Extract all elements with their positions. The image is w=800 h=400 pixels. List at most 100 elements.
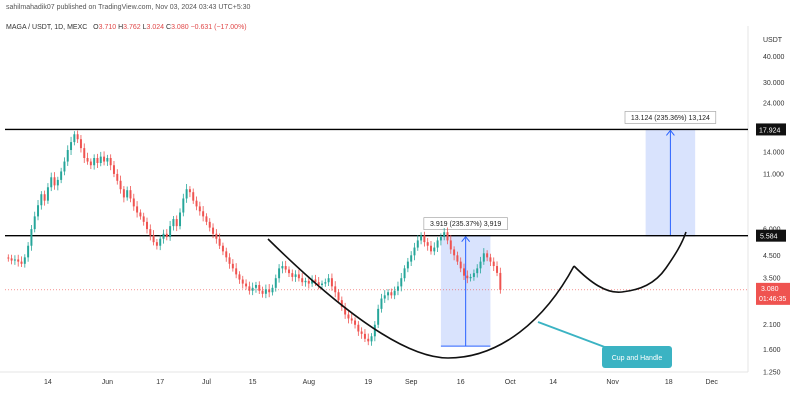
candle-body — [152, 235, 155, 243]
high-label: H — [118, 24, 124, 31]
low-label: L — [142, 24, 147, 31]
publisher-header: sahilmahadik07 published on TradingView.… — [6, 4, 251, 11]
candle-body — [288, 269, 290, 274]
x-tick-label: 16 — [457, 379, 465, 386]
candle-body — [314, 279, 317, 283]
candle-body — [400, 278, 403, 287]
candle-body — [179, 212, 182, 227]
candle-body — [324, 282, 327, 284]
candle-body — [304, 280, 307, 283]
candle-body — [472, 273, 475, 277]
candle-body — [109, 157, 112, 166]
candle-body — [30, 229, 33, 246]
y-tick-label: 11.000 — [763, 171, 784, 178]
candle-body — [241, 279, 244, 284]
candle-body — [215, 233, 218, 239]
candle-body — [363, 333, 366, 339]
candle-body — [116, 173, 119, 181]
candle-body — [416, 240, 419, 248]
candle-body — [86, 157, 89, 162]
candle-body — [79, 139, 82, 149]
candle-body — [169, 226, 172, 238]
y-tick-label: 3.500 — [763, 276, 781, 283]
y-tick-label: 40.000 — [763, 54, 785, 61]
candle-body — [172, 219, 175, 227]
candle-body — [496, 266, 499, 273]
x-tick-label: Oct — [505, 379, 516, 386]
candle-body — [327, 278, 330, 283]
resistance-price-tag — [756, 229, 786, 242]
candle-body — [106, 157, 109, 162]
measure-arrow-head — [666, 129, 675, 136]
candle-body — [420, 235, 423, 241]
candle-body — [264, 289, 267, 294]
candle-body — [126, 190, 129, 198]
x-tick-label: Jul — [202, 379, 211, 386]
candle-body — [383, 295, 386, 299]
candle-body — [53, 177, 56, 186]
x-tick-label: Aug — [303, 379, 316, 386]
candle-body — [159, 238, 162, 246]
y-tick-label: 1.250 — [763, 370, 781, 377]
candle-body — [354, 320, 357, 325]
candle-body — [486, 253, 489, 258]
candle-body — [195, 200, 198, 207]
candle-body — [433, 247, 436, 252]
candle-body — [192, 192, 195, 201]
x-tick-label: 14 — [549, 379, 557, 386]
candle-body — [139, 212, 142, 217]
candle-body — [403, 268, 406, 279]
callout-label: Cup and Handle — [612, 355, 663, 362]
candle-body — [231, 263, 234, 269]
x-tick-label: Sep — [405, 379, 418, 386]
candle-body — [132, 198, 135, 207]
candle-body — [37, 205, 40, 217]
x-tick-label: Nov — [606, 379, 619, 386]
candle-body — [33, 216, 36, 230]
open-value: 3.710 — [98, 24, 117, 31]
candle-body — [334, 286, 337, 293]
candle-body — [390, 292, 393, 296]
candle-body — [406, 261, 409, 269]
candle-body — [99, 156, 102, 164]
candle-body — [367, 338, 370, 342]
candle-body — [185, 189, 188, 199]
handle-curve — [573, 231, 687, 293]
candle-body — [254, 284, 257, 288]
candle-body — [380, 298, 383, 309]
candle-body — [56, 179, 59, 186]
candle-body — [426, 242, 429, 246]
candle-body — [321, 283, 324, 285]
candle-body — [218, 238, 221, 246]
candle-body — [122, 189, 125, 198]
candle-body — [228, 257, 231, 264]
candle-body — [446, 232, 449, 241]
candle-body — [482, 253, 485, 262]
candle-body — [393, 290, 396, 296]
candle-body — [274, 278, 277, 288]
close-label: C — [166, 24, 172, 31]
candle-body — [281, 266, 284, 269]
candle-body — [297, 274, 300, 279]
countdown-text: 01:46:35 — [759, 296, 786, 303]
candle-body — [149, 229, 152, 236]
candle-body — [360, 331, 363, 334]
candle-body — [294, 274, 297, 277]
candle-body — [43, 194, 46, 201]
measure-label: 3.919 (235.37%) 3,919 — [430, 221, 501, 228]
candle-body — [60, 171, 63, 180]
candle-body — [10, 258, 13, 261]
candle-body — [443, 232, 446, 238]
callout-box — [602, 346, 672, 368]
candle-body — [311, 279, 314, 284]
symbol-name: MAGA / USDT, 1D, MEXC — [6, 24, 88, 31]
candle-body — [330, 278, 333, 287]
candle-body — [284, 266, 287, 270]
candle-body — [301, 278, 304, 283]
candle-body — [344, 307, 347, 315]
candle-body — [436, 240, 439, 248]
candle-body — [50, 177, 53, 188]
candle-body — [347, 314, 350, 319]
y-tick-label: 1.600 — [763, 347, 781, 354]
